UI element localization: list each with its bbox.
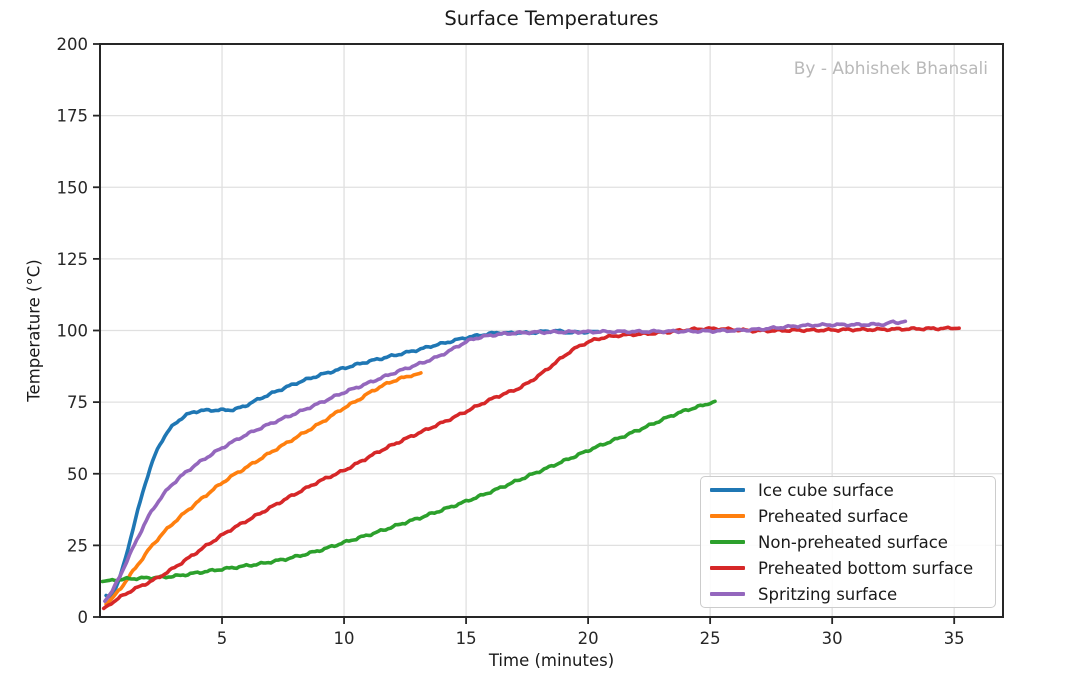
- legend-line-swatch-icon: [710, 514, 745, 518]
- legend-line-swatch-icon: [710, 592, 745, 596]
- y-tick-label: 125: [57, 250, 89, 269]
- x-tick-label: 35: [944, 629, 965, 648]
- y-tick-label: 100: [57, 322, 89, 341]
- legend-line-swatch-icon: [710, 540, 745, 544]
- x-axis-label: Time (minutes): [488, 651, 615, 670]
- legend-item-preheated-surface: Preheated surface: [701, 503, 995, 529]
- legend-item-non-preheated-surface: Non-preheated surface: [701, 529, 995, 555]
- series-line-ice-cube-surface: [104, 328, 600, 599]
- y-axis-label: Temperature (°C): [24, 259, 44, 402]
- legend-line-swatch-icon: [710, 566, 745, 570]
- y-tick-label: 50: [67, 465, 88, 484]
- series-line-preheated-bottom-surface: [101, 325, 961, 611]
- x-tick-label: 20: [578, 629, 599, 648]
- legend-label: Spritzing surface: [758, 584, 898, 604]
- legend-line-swatch-icon: [710, 488, 745, 492]
- x-tick-label: 10: [334, 629, 355, 648]
- y-tick-label: 0: [78, 608, 89, 627]
- x-tick-label: 25: [700, 629, 721, 648]
- x-tick-label: 15: [456, 629, 477, 648]
- legend-item-spritzing-surface: Spritzing surface: [701, 581, 995, 607]
- y-tick-label: 75: [67, 393, 88, 412]
- x-tick-label: 5: [217, 629, 228, 648]
- legend-item-ice-cube-surface: Ice cube surface: [701, 477, 995, 503]
- y-tick-label: 150: [57, 178, 89, 197]
- y-tick-label: 25: [67, 536, 88, 555]
- chart-title: Surface Temperatures: [444, 7, 659, 30]
- legend-label: Preheated bottom surface: [758, 558, 974, 578]
- watermark-text: By - Abhishek Bhansali: [793, 59, 988, 79]
- legend-item-preheated-bottom-surface: Preheated bottom surface: [701, 555, 995, 581]
- legend-label: Ice cube surface: [758, 480, 894, 500]
- legend: Ice cube surface Preheated surface Non-p…: [700, 476, 996, 608]
- legend-label: Preheated surface: [758, 506, 909, 526]
- series-line-spritzing-surface: [103, 319, 908, 603]
- legend-label: Non-preheated surface: [758, 532, 948, 552]
- y-tick-label: 200: [57, 35, 89, 54]
- series-line-preheated-surface: [104, 371, 423, 606]
- x-tick-label: 30: [822, 629, 843, 648]
- y-tick-label: 175: [57, 107, 89, 126]
- series-line-non-preheated-surface: [100, 399, 717, 584]
